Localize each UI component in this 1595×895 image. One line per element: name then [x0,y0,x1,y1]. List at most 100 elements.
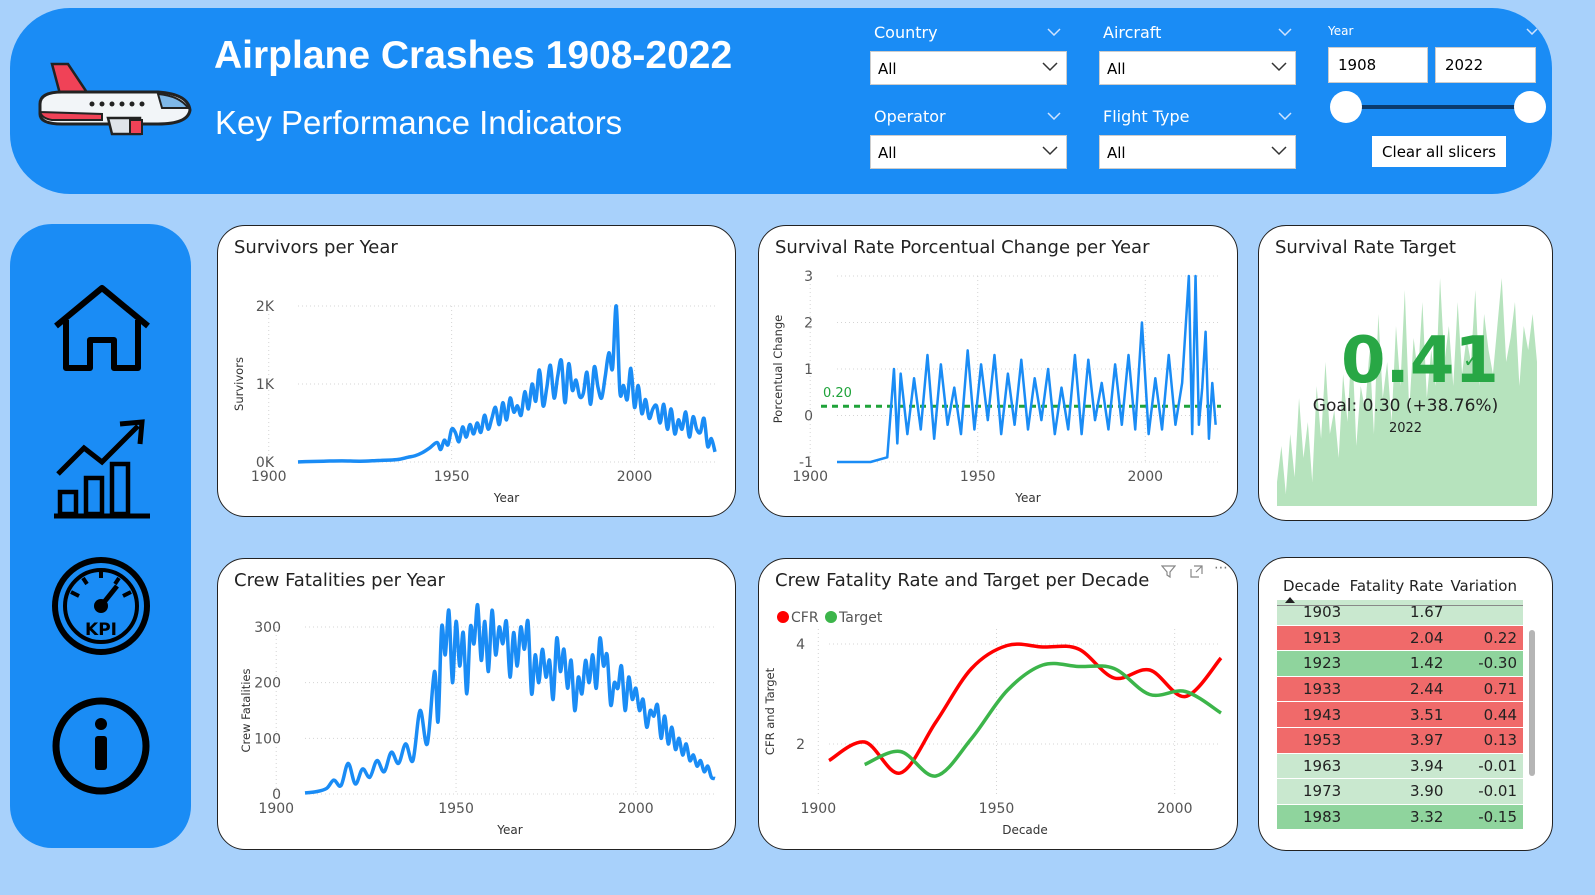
legend-label-target: Target [838,610,883,626]
cell-decade: 1943 [1277,701,1349,728]
cell-variation: -0.15 [1449,804,1523,831]
aircraft-dropdown[interactable]: All [1099,51,1296,85]
decade-table[interactable]: Decade Fatality Rate Variation 1903 1.67 1… [1277,574,1523,831]
cell-fatality-rate: 2.44 [1348,676,1450,703]
y-tick-label: 1 [804,362,813,378]
table-row[interactable]: 1973 3.90 -0.01 [1277,778,1523,805]
cell-fatality-rate: 1.67 [1348,600,1450,626]
table-row[interactable]: 1903 1.67 [1277,600,1523,626]
table-header-row: Decade Fatality Rate Variation [1277,574,1523,600]
y-tick-label: 300 [254,620,281,636]
header-divider [1277,605,1523,606]
focus-mode-icon[interactable] [1189,564,1204,579]
chevron-down-icon[interactable] [1278,28,1292,36]
cell-decade: 1973 [1277,778,1349,805]
x-tick-label: 2000 [617,469,653,485]
x-tick-label: 2000 [1127,469,1163,485]
target-label: 0.20 [823,386,852,401]
year-range-start-handle[interactable] [1330,91,1362,123]
x-tick-label: 1950 [979,801,1015,817]
flight-type-dropdown[interactable]: All [1099,135,1296,169]
x-tick-label: 1950 [438,801,474,817]
sort-ascending-icon[interactable] [1285,597,1295,603]
table-row[interactable]: 1923 1.42 -0.30 [1277,650,1523,677]
y-tick-label: 2K [256,299,275,315]
x-axis-label: Decade [1002,823,1048,837]
card-title: Crew Fatality Rate and Target per Decade [775,570,1150,591]
crew-fatalities-series-line [304,602,716,795]
x-tick-label: 1900 [251,469,287,485]
y-tick-label: 100 [254,731,281,747]
x-tick-label: 2000 [618,801,654,817]
column-header-fatality-rate[interactable]: Fatality Rate [1349,577,1444,595]
y-tick-label: 1K [256,377,275,393]
kpi-gauge-icon[interactable]: KPI [51,556,151,656]
clear-all-slicers-button[interactable]: Clear all slicers [1372,136,1506,167]
year-to-input[interactable]: 2022 [1435,47,1536,83]
table-row[interactable]: 1953 3.97 0.13 [1277,727,1523,754]
chevron-down-icon[interactable] [1526,28,1538,35]
y-axis-label: Survivors [232,357,246,411]
survival-rate-change-card[interactable]: Survival Rate Porcentual Change per Year… [758,225,1238,517]
year-range-end-handle[interactable] [1514,91,1546,123]
x-tick-label: 1950 [960,469,996,485]
cell-variation: 0.71 [1449,676,1523,703]
crew-fatalities-card[interactable]: Crew Fatalities per Year 0 100 200 300 1900 1… [217,558,736,850]
country-dropdown[interactable]: All [870,51,1067,85]
operator-dropdown[interactable]: All [870,135,1067,169]
cell-variation: 0.44 [1449,701,1523,728]
x-tick-label: 1950 [434,469,470,485]
y-axis-label: CFR and Target [763,667,777,755]
table-row[interactable]: 1913 2.04 0.22 [1277,625,1523,652]
survivors-line-chart[interactable]: 0K 1K 2K 1900 1950 2000 Year Survivors [218,226,736,517]
chevron-down-icon [1042,62,1058,72]
column-header-variation[interactable]: Variation [1450,577,1517,595]
legend-label-cfr: CFR [791,610,819,626]
column-header-decade[interactable]: Decade [1283,577,1340,595]
survival-rate-change-series-line [837,274,1217,464]
cell-variation: -0.01 [1449,778,1523,805]
chevron-down-icon[interactable] [1047,28,1061,36]
survivors-per-year-card[interactable]: Survivors per Year 0K 1K 2K 1900 1950 2000 Yea… [217,225,736,517]
cell-fatality-rate: 3.51 [1348,701,1450,728]
crew-fatality-rate-card[interactable]: Crew Fatality Rate and Target per Decade… [758,558,1238,850]
chevron-down-icon[interactable] [1047,112,1061,120]
cell-decade: 1983 [1277,804,1349,831]
survival-rate-target-card[interactable]: Survival Rate Target 0.41 ✓ Goal: 0.30 (… [1258,225,1553,521]
series-line-cfr [828,642,1223,775]
home-icon[interactable] [52,282,152,374]
survival-rate-change-line-chart[interactable]: -1 0 1 2 3 1900 1950 2000 Year Porcentual Change 0… [759,226,1238,517]
chevron-down-icon[interactable] [1278,112,1292,120]
more-options-icon[interactable]: ⋯ [1214,560,1228,576]
cell-decade: 1953 [1277,727,1349,754]
card-title: Crew Fatalities per Year [234,570,445,591]
cell-decade: 1933 [1277,676,1349,703]
kpi-value: 0.41 [1341,324,1499,398]
flight-type-slicer-label: Flight Type [1103,107,1190,126]
table-row[interactable]: 1963 3.94 -0.01 [1277,753,1523,780]
aircraft-slicer-label: Aircraft [1103,23,1162,42]
cell-variation: -0.30 [1449,650,1523,677]
year-from-input[interactable]: 1908 [1328,47,1428,83]
y-tick-label: 0K [256,455,275,471]
year-range-track[interactable] [1346,105,1530,109]
growth-chart-icon[interactable] [54,416,150,520]
table-row[interactable]: 1943 3.51 0.44 [1277,701,1523,728]
info-icon[interactable] [51,696,151,796]
filter-icon[interactable] [1161,564,1176,579]
year-to-value: 2022 [1445,56,1484,74]
y-tick-label: 200 [254,676,281,692]
decade-fatality-table-card[interactable]: Decade Fatality Rate Variation 1903 1.67 1… [1258,557,1553,851]
survivors-series-line [297,304,717,464]
checkmark-icon: ✓ [1463,348,1480,372]
table-scrollbar[interactable] [1529,630,1535,776]
y-tick-label: -1 [799,455,813,471]
cell-fatality-rate: 3.94 [1348,753,1450,780]
page-title: Airplane Crashes 1908-2022 [214,34,733,77]
cfr-target-line-chart[interactable]: 2 4 1900 1950 2000 Decade CFR and Target CFR Tar… [759,559,1238,850]
card-title: Survival Rate Target [1275,237,1456,258]
x-axis-label: Year [493,491,519,505]
table-row[interactable]: 1933 2.44 0.71 [1277,676,1523,703]
table-row[interactable]: 1983 3.32 -0.15 [1277,804,1523,831]
